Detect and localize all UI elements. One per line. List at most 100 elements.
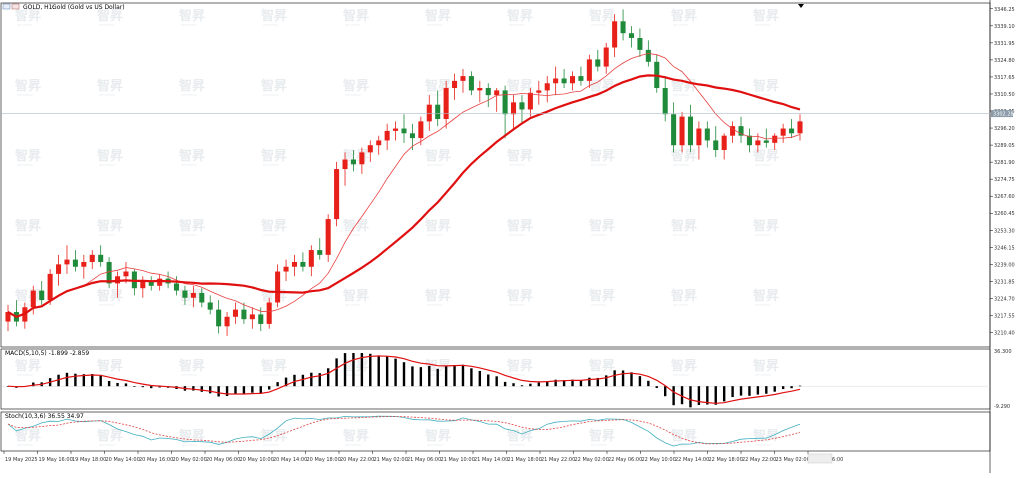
candle[interactable] <box>612 14 618 58</box>
candle[interactable] <box>275 264 281 308</box>
candle[interactable] <box>224 312 230 336</box>
candle[interactable] <box>772 133 778 150</box>
candle[interactable] <box>502 85 508 139</box>
candle[interactable] <box>190 285 196 308</box>
candle[interactable] <box>376 135 382 155</box>
price-axis[interactable]: 3346.25 3339.10 3331.95 3324.80 3317.65 3310.… <box>990 7 1015 410</box>
candle[interactable] <box>713 126 719 158</box>
candle[interactable] <box>569 71 576 91</box>
candle[interactable] <box>418 116 424 146</box>
candle[interactable] <box>30 285 36 315</box>
candle[interactable] <box>738 116 744 143</box>
candle[interactable] <box>266 297 272 329</box>
trade-icon[interactable] <box>11 3 20 10</box>
candle[interactable] <box>494 88 500 112</box>
candle[interactable] <box>553 66 559 96</box>
candle[interactable] <box>232 302 239 324</box>
candle[interactable] <box>157 273 163 291</box>
candle[interactable] <box>586 54 592 89</box>
candle[interactable] <box>730 121 736 143</box>
candle[interactable] <box>477 80 483 103</box>
candle[interactable] <box>115 271 121 298</box>
candle[interactable] <box>249 307 255 329</box>
candle[interactable] <box>409 123 415 150</box>
candle[interactable] <box>637 28 643 58</box>
candle[interactable] <box>207 295 213 315</box>
candle[interactable] <box>334 161 340 227</box>
candle[interactable] <box>561 68 567 89</box>
candle[interactable] <box>527 88 533 117</box>
candle[interactable] <box>131 269 137 296</box>
candle[interactable] <box>308 245 314 277</box>
candle[interactable] <box>603 42 609 74</box>
candle[interactable] <box>544 76 550 103</box>
candle[interactable] <box>426 95 432 131</box>
candle[interactable] <box>468 71 474 96</box>
candle[interactable] <box>64 245 70 274</box>
candle[interactable] <box>746 128 752 153</box>
candle[interactable] <box>696 121 702 160</box>
candle[interactable] <box>72 250 78 272</box>
candle[interactable] <box>780 123 786 143</box>
candle[interactable] <box>140 276 146 298</box>
candle[interactable] <box>620 9 626 41</box>
watermark-subtext: ZHISHENG <box>673 93 689 97</box>
candle[interactable] <box>393 121 399 141</box>
candle[interactable] <box>687 104 693 153</box>
candle[interactable] <box>595 49 601 72</box>
candle[interactable] <box>300 252 306 272</box>
candle[interactable] <box>350 149 356 172</box>
candle[interactable] <box>485 83 491 108</box>
candle[interactable] <box>671 102 677 153</box>
candle[interactable] <box>704 121 710 148</box>
candle[interactable] <box>367 140 373 162</box>
candle[interactable] <box>89 250 95 270</box>
candle[interactable] <box>291 254 297 277</box>
time-scroll-handle[interactable] <box>807 453 833 464</box>
candle[interactable] <box>789 119 795 139</box>
candle[interactable] <box>47 269 53 305</box>
candle[interactable] <box>578 66 584 86</box>
candle[interactable] <box>628 26 635 48</box>
candle[interactable] <box>216 300 222 334</box>
candle[interactable] <box>106 257 112 289</box>
candle[interactable] <box>519 95 525 124</box>
candle[interactable] <box>797 114 803 141</box>
candle[interactable] <box>662 76 668 122</box>
candle[interactable] <box>443 80 449 129</box>
macd-pane[interactable] <box>2 353 990 408</box>
candle[interactable] <box>39 281 45 305</box>
candle[interactable] <box>325 214 331 262</box>
candle[interactable] <box>679 111 685 153</box>
candle[interactable] <box>452 73 458 100</box>
candle[interactable] <box>56 254 62 286</box>
candle[interactable] <box>199 288 205 308</box>
candle[interactable] <box>654 54 660 93</box>
candle[interactable] <box>81 254 87 279</box>
candle[interactable] <box>384 123 390 150</box>
candle[interactable] <box>182 285 188 305</box>
candle[interactable] <box>283 259 289 282</box>
candle[interactable] <box>317 238 323 260</box>
candle[interactable] <box>98 245 104 267</box>
candle[interactable] <box>165 271 171 289</box>
candle[interactable] <box>721 133 727 160</box>
candle[interactable] <box>148 276 154 291</box>
candle[interactable] <box>5 304 11 332</box>
candle[interactable] <box>536 80 542 105</box>
candle[interactable] <box>763 128 769 148</box>
scroll-marker-icon[interactable] <box>798 4 804 8</box>
stochastic-pane[interactable] <box>7 415 801 447</box>
candle[interactable] <box>173 276 180 296</box>
candle[interactable] <box>359 147 365 174</box>
candle[interactable] <box>241 302 247 324</box>
candle[interactable] <box>342 152 348 186</box>
candle[interactable] <box>511 95 517 129</box>
candle[interactable] <box>401 114 407 143</box>
time-axis[interactable]: 19 May 2025 19 May 16:00 19 May 18:00 20 Ma… <box>3 451 843 464</box>
price-pane[interactable] <box>2 9 990 336</box>
candle[interactable] <box>435 90 441 127</box>
candle[interactable] <box>460 68 466 93</box>
